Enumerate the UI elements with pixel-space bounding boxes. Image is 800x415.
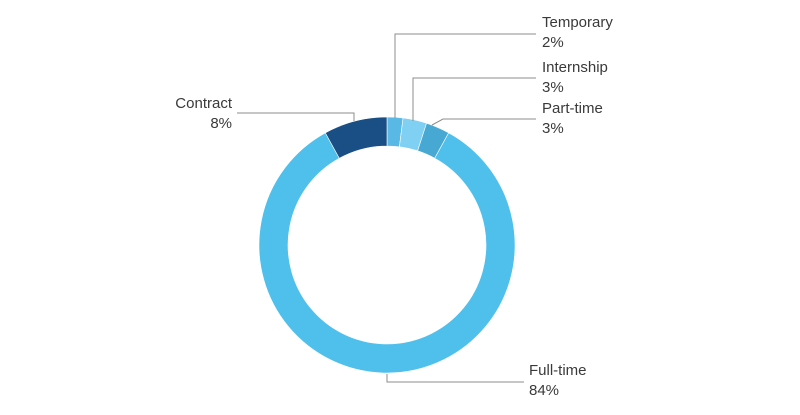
leader-lines: [237, 33, 536, 383]
label-contract-value: 8%: [210, 115, 232, 132]
label-temporary-name: Temporary: [542, 14, 613, 31]
donut-slices: [258, 116, 516, 374]
label-internship-value: 3%: [542, 79, 564, 96]
label-contract-name: Contract: [175, 95, 233, 112]
leader-line-contract: [237, 112, 355, 121]
slice-labels: Temporary 2% Internship 3% Part-time 3% …: [175, 14, 613, 399]
label-temporary-value: 2%: [542, 34, 564, 51]
slice-contract: [324, 116, 388, 159]
leader-line-internship: [412, 77, 536, 121]
label-part-time-value: 3%: [542, 120, 564, 137]
label-internship-name: Internship: [542, 59, 608, 76]
leader-line-temporary: [394, 33, 536, 118]
leader-line-full-time: [386, 374, 524, 383]
label-part-time-name: Part-time: [542, 100, 603, 117]
slice-full-time: [258, 132, 516, 374]
label-full-time-name: Full-time: [529, 362, 587, 379]
leader-line-part-time: [431, 118, 536, 126]
label-full-time-value: 84%: [529, 382, 559, 399]
